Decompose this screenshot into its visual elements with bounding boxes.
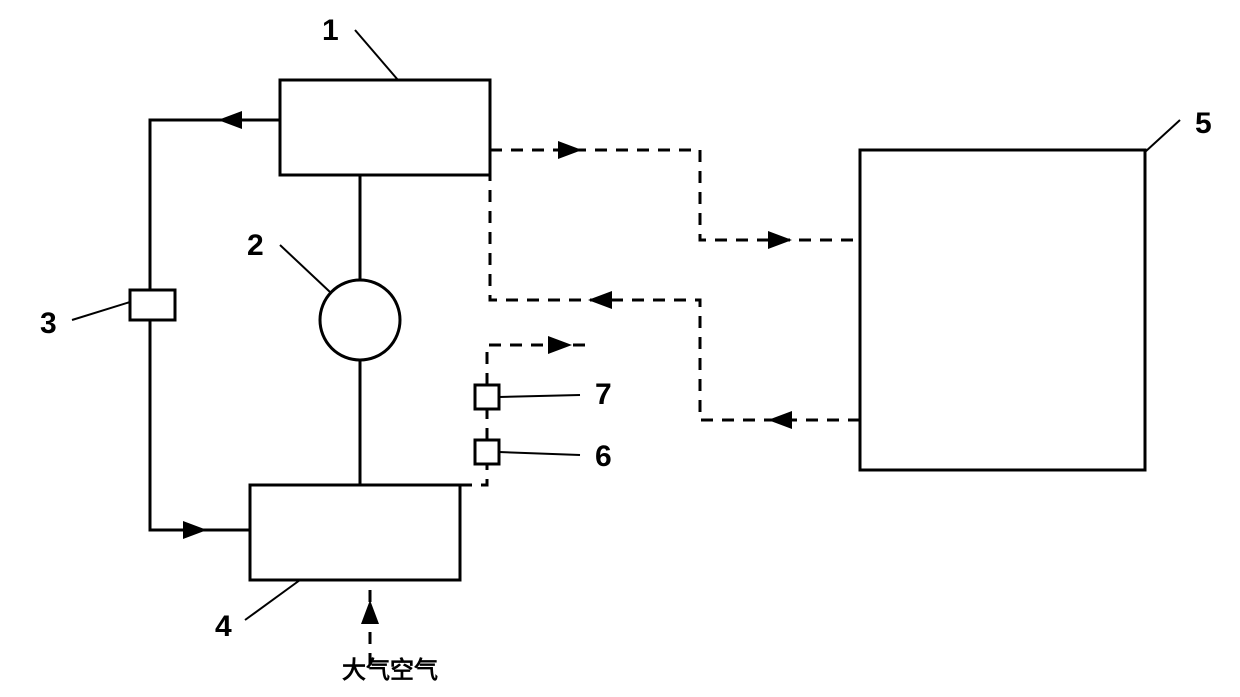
node-box6: [475, 440, 499, 464]
pipe-solid: [150, 320, 250, 530]
flow-arrow: [768, 231, 792, 249]
node-circ2: [320, 280, 400, 360]
flow-arrow: [588, 291, 612, 309]
pipe-dashed: [487, 345, 590, 385]
leader-line: [1145, 120, 1180, 152]
flow-arrow: [218, 111, 242, 129]
label-n1: 1: [322, 14, 339, 47]
node-box4: [250, 485, 460, 580]
label-n5: 5: [1195, 107, 1212, 140]
pipe-dashed: [490, 175, 860, 420]
leader-line: [499, 452, 580, 455]
flow-arrow: [361, 600, 379, 624]
flow-arrow: [558, 141, 582, 159]
flow-arrow: [183, 521, 207, 539]
pipe-dashed: [490, 150, 860, 240]
pipe-dashed: [460, 464, 487, 485]
label-n7: 7: [595, 378, 612, 411]
flow-arrow: [768, 411, 792, 429]
leader-line: [280, 245, 330, 292]
label-n4: 4: [215, 610, 232, 643]
node-box3: [130, 290, 175, 320]
leader-line: [355, 30, 398, 80]
label-n2: 2: [247, 229, 264, 262]
leader-line: [72, 302, 130, 320]
nodes: [130, 80, 1145, 580]
label-n6: 6: [595, 440, 612, 473]
node-box5: [860, 150, 1145, 470]
label-air: 大气空气: [342, 656, 438, 684]
node-box1: [280, 80, 490, 175]
leader-line: [245, 580, 300, 620]
node-box7: [475, 385, 499, 409]
leader-line: [499, 395, 580, 397]
flow-arrow: [548, 336, 572, 354]
schematic-diagram: 1 2 3 4 5 6 7 大气空气: [0, 0, 1240, 697]
label-n3: 3: [40, 307, 57, 340]
pipe-solid: [150, 120, 280, 290]
